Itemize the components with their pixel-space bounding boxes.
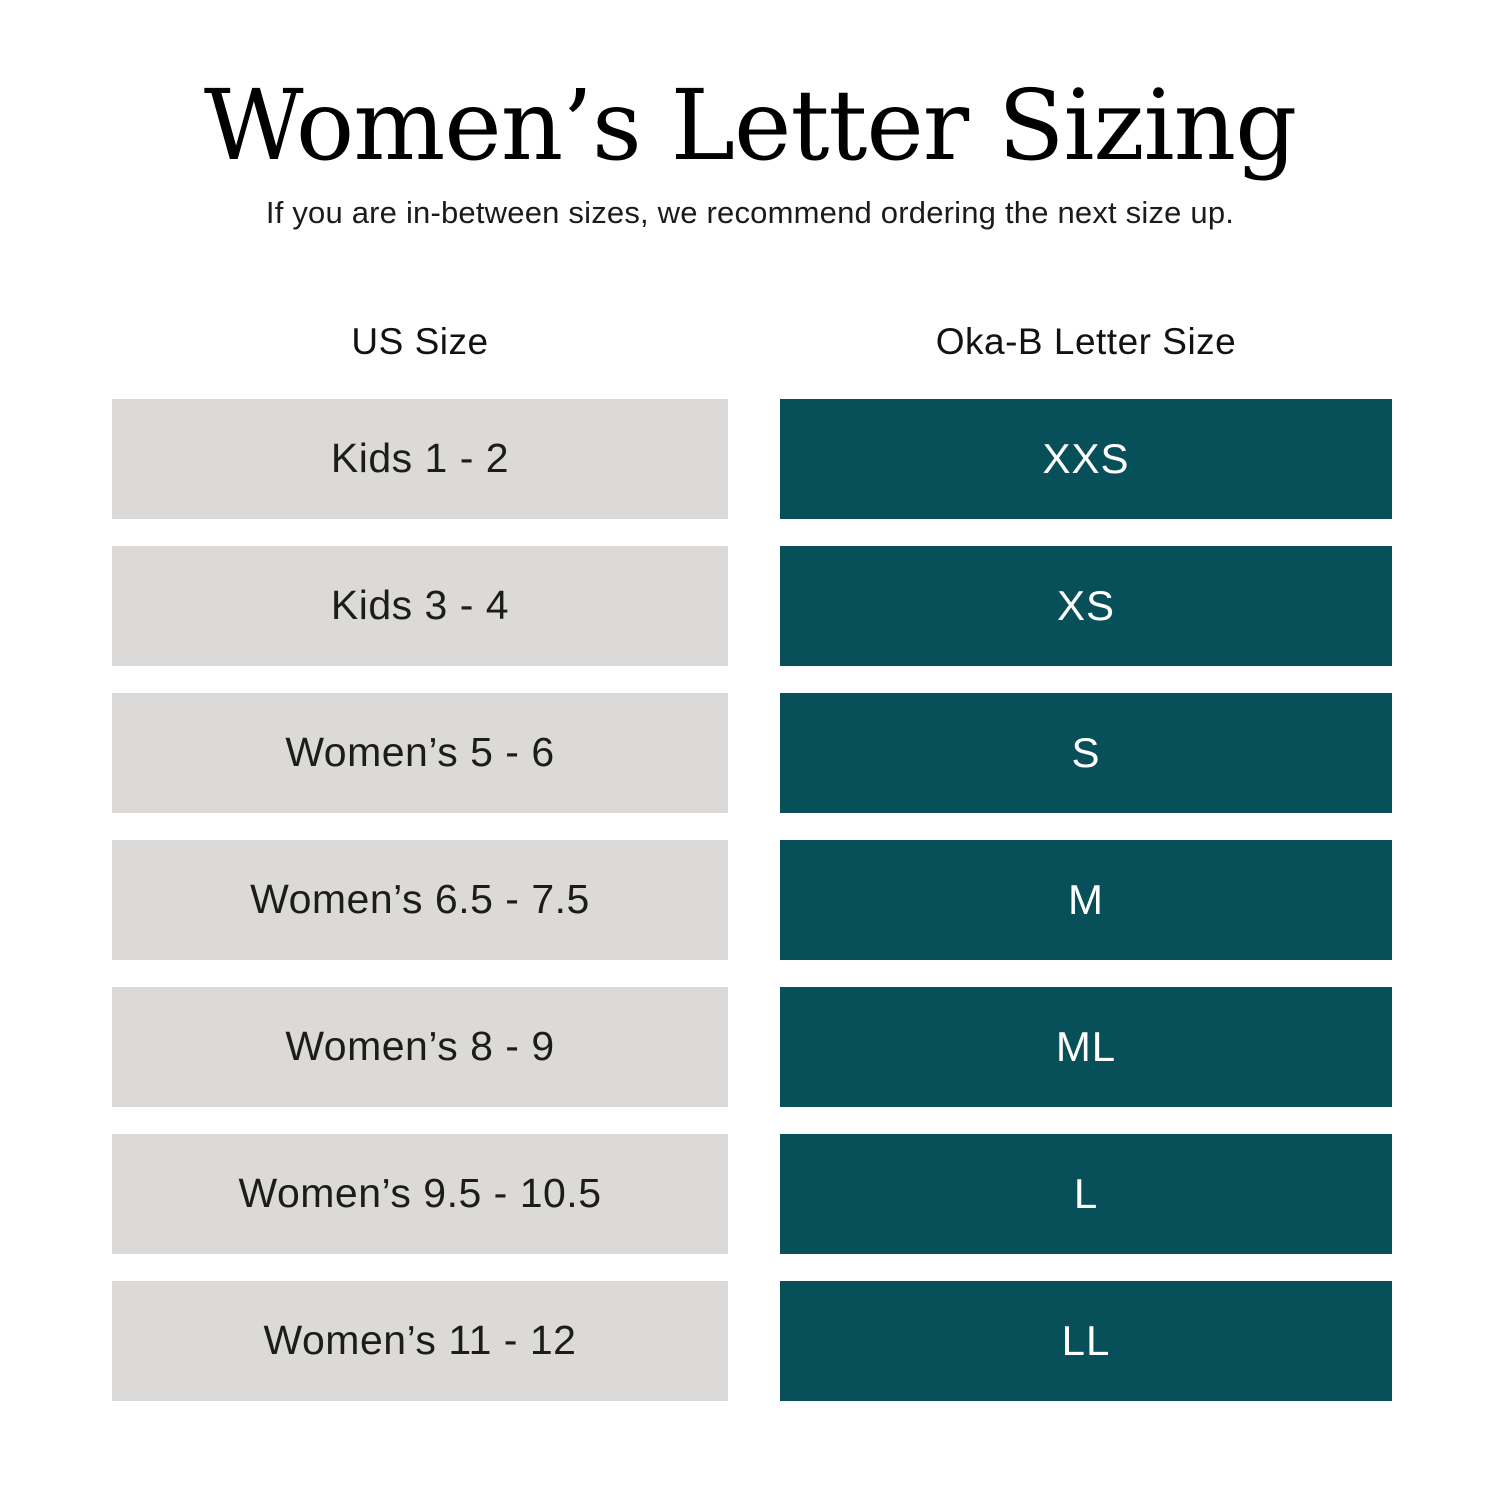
letter-size-cell: XS [780,545,1392,666]
us-size-cell: Women’s 6.5 - 7.5 [112,839,728,960]
column-header-letter-size: Oka-B Letter Size [935,320,1237,362]
letter-size-cell: S [780,692,1392,813]
letter-size-cell: XXS [780,398,1392,519]
size-table: US Size Oka-B Letter Size Kids 1 - 2 XXS… [0,321,1500,1401]
letter-size-cell: L [780,1133,1392,1254]
table-body: Kids 1 - 2 XXS Kids 3 - 4 XS Women’s 5 -… [112,398,1500,1401]
letter-size-cell: M [780,839,1392,960]
table-header-row: US Size Oka-B Letter Size [112,321,1500,399]
us-size-cell: Women’s 9.5 - 10.5 [112,1133,728,1254]
us-size-cell: Women’s 8 - 9 [112,986,728,1107]
letter-size-cell: ML [780,986,1392,1107]
page-subtitle: If you are in-between sizes, we recommen… [265,194,1235,230]
us-size-cell: Kids 1 - 2 [112,398,728,519]
column-header-us-size: US Size [351,320,489,362]
letter-size-cell: LL [780,1280,1392,1401]
us-size-cell: Women’s 5 - 6 [112,692,728,813]
page-title: Women’s Letter Sizing [203,69,1297,182]
us-size-cell: Kids 3 - 4 [112,545,728,666]
us-size-cell: Women’s 11 - 12 [112,1280,728,1401]
